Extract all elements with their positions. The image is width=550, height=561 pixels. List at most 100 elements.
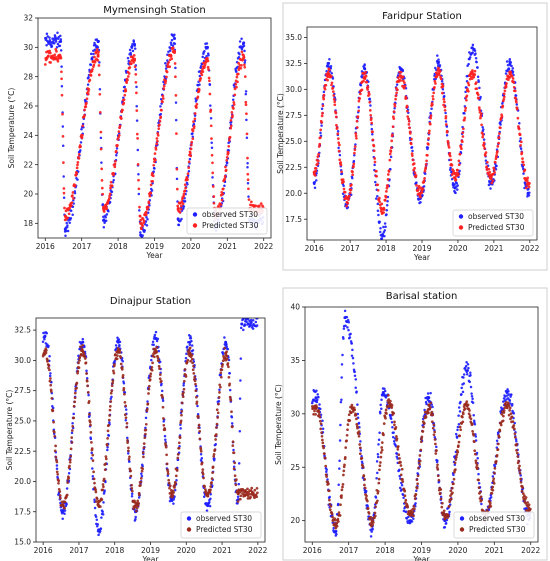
data-point (203, 485, 206, 489)
data-point (404, 498, 408, 502)
data-point (79, 145, 82, 149)
data-point (326, 478, 329, 481)
data-point (81, 340, 85, 344)
data-point (161, 396, 164, 399)
data-point (331, 515, 334, 519)
data-point (240, 322, 244, 326)
data-point (53, 434, 57, 438)
data-point (78, 359, 81, 362)
data-point (446, 141, 450, 144)
data-point (211, 171, 215, 175)
data-point (116, 349, 120, 353)
data-point (426, 153, 429, 157)
data-point (108, 414, 111, 417)
data-point (342, 327, 346, 330)
data-point (464, 106, 468, 110)
data-point (467, 412, 471, 416)
data-point (432, 91, 436, 95)
data-point (209, 108, 213, 112)
data-point (110, 395, 113, 399)
data-point (374, 496, 378, 499)
data-point (95, 497, 99, 501)
data-point (386, 199, 389, 203)
data-point (371, 528, 374, 531)
legend-label: Predicted ST30 (202, 221, 259, 230)
data-point (384, 416, 387, 420)
data-point (399, 464, 403, 467)
data-point (177, 441, 181, 445)
data-point (366, 85, 370, 88)
data-point (340, 363, 344, 366)
data-point (382, 211, 385, 214)
data-point (454, 468, 457, 471)
legend-marker (459, 527, 465, 532)
data-point (190, 354, 194, 357)
data-point (407, 119, 411, 123)
data-point (334, 524, 338, 528)
data-point (183, 183, 187, 187)
data-point (212, 452, 216, 456)
data-point (355, 390, 358, 393)
panel-frame (282, 287, 548, 561)
data-point (151, 174, 155, 178)
data-point (447, 514, 450, 517)
data-point (354, 143, 357, 146)
data-point (524, 496, 528, 499)
data-point (191, 132, 194, 135)
x-tick-label: 2016 (303, 546, 322, 555)
data-point (148, 194, 152, 198)
data-point (108, 192, 112, 196)
data-point (351, 348, 354, 352)
data-point (456, 168, 459, 172)
data-point (125, 81, 129, 85)
data-point (178, 210, 182, 214)
data-point (139, 480, 143, 484)
data-point (43, 63, 47, 66)
x-tick-label: 2020 (448, 546, 467, 555)
data-point (345, 439, 348, 443)
data-point (488, 502, 492, 505)
data-point (417, 184, 421, 188)
data-point (188, 340, 192, 344)
data-point (208, 501, 211, 504)
data-point (385, 412, 388, 415)
data-point (403, 81, 406, 85)
data-point (366, 507, 370, 510)
y-tick-label: 28 (23, 72, 33, 81)
data-point (509, 395, 512, 398)
data-point (362, 474, 366, 477)
data-point (454, 191, 457, 195)
data-point (377, 443, 380, 446)
data-point (477, 486, 481, 489)
data-point (487, 183, 491, 187)
data-point (75, 171, 79, 175)
data-point (175, 177, 179, 181)
data-point (202, 495, 206, 499)
data-point (357, 99, 361, 103)
data-point (146, 205, 150, 209)
data-point (443, 105, 447, 109)
data-point (320, 124, 323, 127)
data-point (489, 187, 492, 190)
data-point (200, 461, 204, 465)
data-point (482, 128, 485, 131)
data-point (317, 152, 320, 156)
data-point (223, 336, 226, 339)
data-point (364, 489, 368, 493)
data-point (356, 412, 360, 416)
data-point (44, 351, 48, 355)
y-tick-label: 22 (23, 160, 33, 169)
data-point (97, 50, 100, 54)
y-tick-label: 32.5 (285, 59, 302, 68)
data-point (112, 178, 115, 182)
data-point (160, 108, 163, 112)
data-point (61, 112, 64, 116)
data-point (383, 229, 387, 232)
data-point (369, 535, 373, 538)
data-point (85, 372, 88, 375)
data-point (95, 518, 99, 522)
data-point (246, 487, 249, 491)
data-point (440, 505, 444, 509)
data-point (194, 382, 197, 386)
data-point (522, 172, 525, 175)
